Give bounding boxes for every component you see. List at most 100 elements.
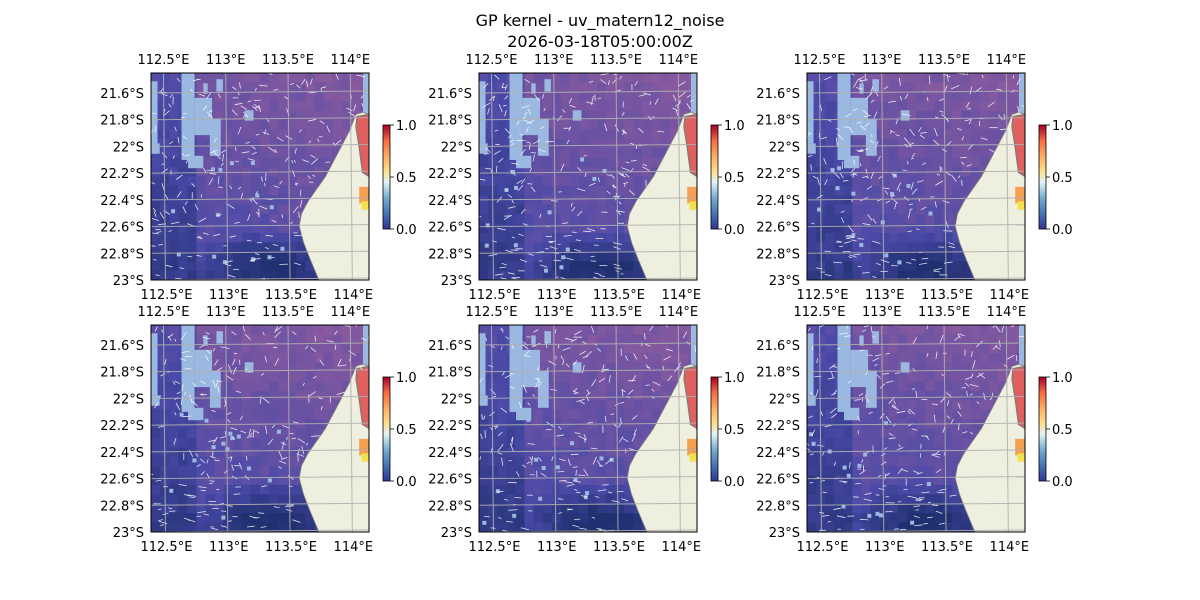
colorbar-tick-label: 0.5 bbox=[396, 423, 417, 438]
colorbar-tick-label: 0.5 bbox=[1052, 171, 1073, 186]
parallel-line bbox=[151, 502, 369, 506]
coastal-inlet bbox=[683, 365, 697, 430]
y-tick-label: 22.4°S bbox=[756, 446, 800, 461]
x-tick-label-bottom: 113.5°E bbox=[265, 288, 317, 303]
y-tick-label: 22°S bbox=[441, 392, 472, 407]
parallel-line bbox=[151, 422, 369, 426]
parallel-line bbox=[479, 90, 697, 94]
y-tick-label: 23°S bbox=[441, 526, 472, 541]
x-tick-label-top: 112.5°E bbox=[793, 305, 845, 320]
y-tick-label: 23°S bbox=[769, 274, 800, 289]
inlet-hot-cell bbox=[1017, 453, 1025, 462]
colorbar-gradient bbox=[1038, 376, 1047, 482]
unresolved-sea bbox=[479, 325, 697, 525]
parallel-line bbox=[479, 369, 697, 373]
meridian-line bbox=[553, 325, 557, 532]
parallel-line bbox=[151, 170, 369, 174]
coastline bbox=[954, 111, 1025, 280]
inlet-warm-cell bbox=[687, 438, 697, 456]
y-tick-label: 22.8°S bbox=[100, 499, 144, 514]
inlet-warm-cell bbox=[359, 186, 369, 204]
y-tick-label: 23°S bbox=[441, 274, 472, 289]
meridian-line bbox=[225, 325, 229, 532]
parallel-line bbox=[807, 422, 1025, 426]
parallel-line bbox=[807, 369, 1025, 373]
x-tick-label-top: 113°E bbox=[534, 53, 574, 68]
meridian-line bbox=[349, 73, 353, 280]
y-tick-label: 22.4°S bbox=[100, 446, 144, 461]
colorbar-tick-label: 0.0 bbox=[724, 475, 745, 490]
y-tick-label: 21.6°S bbox=[100, 339, 144, 354]
meridian-line bbox=[1005, 325, 1009, 532]
x-tick-label-top: 113.5°E bbox=[918, 53, 970, 68]
y-tick-label: 21.6°S bbox=[100, 87, 144, 102]
x-tick-label-top: 112.5°E bbox=[465, 53, 517, 68]
y-tick-label: 21.8°S bbox=[100, 366, 144, 381]
meridian-line bbox=[162, 73, 166, 280]
colorbar: 0.0 0.5 1.0 bbox=[382, 371, 417, 490]
graticule bbox=[807, 73, 1025, 280]
y-tick-label: 22.4°S bbox=[100, 194, 144, 209]
colorbar-gradient bbox=[382, 124, 391, 230]
x-tick-label-bottom: 113°E bbox=[865, 288, 905, 303]
colorbar-tick-label: 0.5 bbox=[724, 171, 745, 186]
x-tick-label-top: 113.5°E bbox=[262, 305, 314, 320]
y-tick-label: 22.2°S bbox=[756, 419, 800, 434]
meridian-line bbox=[615, 73, 619, 280]
y-tick-label: 22.6°S bbox=[428, 473, 472, 488]
map-panel-4: 112.5°E 112.5°E 113°E 113°E 113.5°E 113.5°E 11… bbox=[100, 305, 416, 555]
parallel-line bbox=[479, 143, 697, 147]
colorbar-tick-label: 0.5 bbox=[1052, 423, 1073, 438]
parallel-line bbox=[479, 250, 697, 254]
parallel-line bbox=[479, 502, 697, 506]
parallel-line bbox=[151, 369, 369, 373]
x-tick-label-bottom: 112.5°E bbox=[468, 288, 520, 303]
y-tick-label: 22°S bbox=[769, 140, 800, 155]
velocity-vectors bbox=[151, 73, 369, 280]
meridian-line bbox=[162, 325, 166, 532]
colorbar-tick-label: 0.5 bbox=[396, 171, 417, 186]
graticule bbox=[479, 325, 697, 532]
x-tick-label-top: 114°E bbox=[331, 53, 371, 68]
x-tick-label-top: 113°E bbox=[206, 53, 246, 68]
inlet-hot-cell bbox=[361, 201, 369, 210]
coastal-inlet bbox=[355, 365, 369, 430]
colorbar-tick-label: 0.0 bbox=[1052, 475, 1073, 490]
parallel-line bbox=[807, 342, 1025, 346]
meridian-line bbox=[943, 325, 947, 532]
x-tick-label-top: 113.5°E bbox=[918, 305, 970, 320]
colorbar-tick-label: 1.0 bbox=[1052, 119, 1073, 134]
meridian-line bbox=[490, 325, 494, 532]
y-tick-label: 22.4°S bbox=[428, 446, 472, 461]
unresolved-sea bbox=[479, 73, 697, 273]
meridian-line bbox=[287, 73, 291, 280]
y-tick-label: 22°S bbox=[113, 140, 144, 155]
map-frame bbox=[150, 72, 370, 281]
x-tick-label-top: 113°E bbox=[862, 53, 902, 68]
parallel-line bbox=[807, 476, 1025, 480]
x-tick-label-bottom: 114°E bbox=[334, 288, 374, 303]
panels: 112.5°E 112.5°E 113°E 113°E 113.5°E 113.5°E 11… bbox=[100, 53, 1072, 555]
colorbar-tick-label: 1.0 bbox=[396, 371, 417, 386]
x-tick-label-top: 113.5°E bbox=[590, 53, 642, 68]
parallel-line bbox=[807, 224, 1025, 228]
y-tick-label: 22.4°S bbox=[756, 194, 800, 209]
velocity-vectors bbox=[807, 325, 1025, 532]
coastal-inlet bbox=[355, 113, 369, 178]
colorbar-tick-label: 0.0 bbox=[396, 475, 417, 490]
y-tick-label: 22°S bbox=[769, 392, 800, 407]
y-tick-label: 22.8°S bbox=[756, 247, 800, 262]
inlet-hot-cell bbox=[689, 453, 697, 462]
coastline bbox=[298, 363, 369, 532]
parallel-line bbox=[807, 170, 1025, 174]
x-tick-label-top: 112.5°E bbox=[793, 53, 845, 68]
x-tick-label-bottom: 113°E bbox=[209, 288, 249, 303]
y-tick-label: 21.6°S bbox=[428, 87, 472, 102]
y-tick-label: 22.6°S bbox=[756, 473, 800, 488]
colorbar-tick-label: 1.0 bbox=[724, 371, 745, 386]
y-tick-label: 23°S bbox=[113, 526, 144, 541]
parallel-line bbox=[151, 395, 369, 399]
map-panel-1: 112.5°E 112.5°E 113°E 113°E 113.5°E 113.5°E 11… bbox=[100, 53, 416, 303]
parallel-line bbox=[479, 449, 697, 453]
x-tick-label-top: 114°E bbox=[659, 53, 699, 68]
